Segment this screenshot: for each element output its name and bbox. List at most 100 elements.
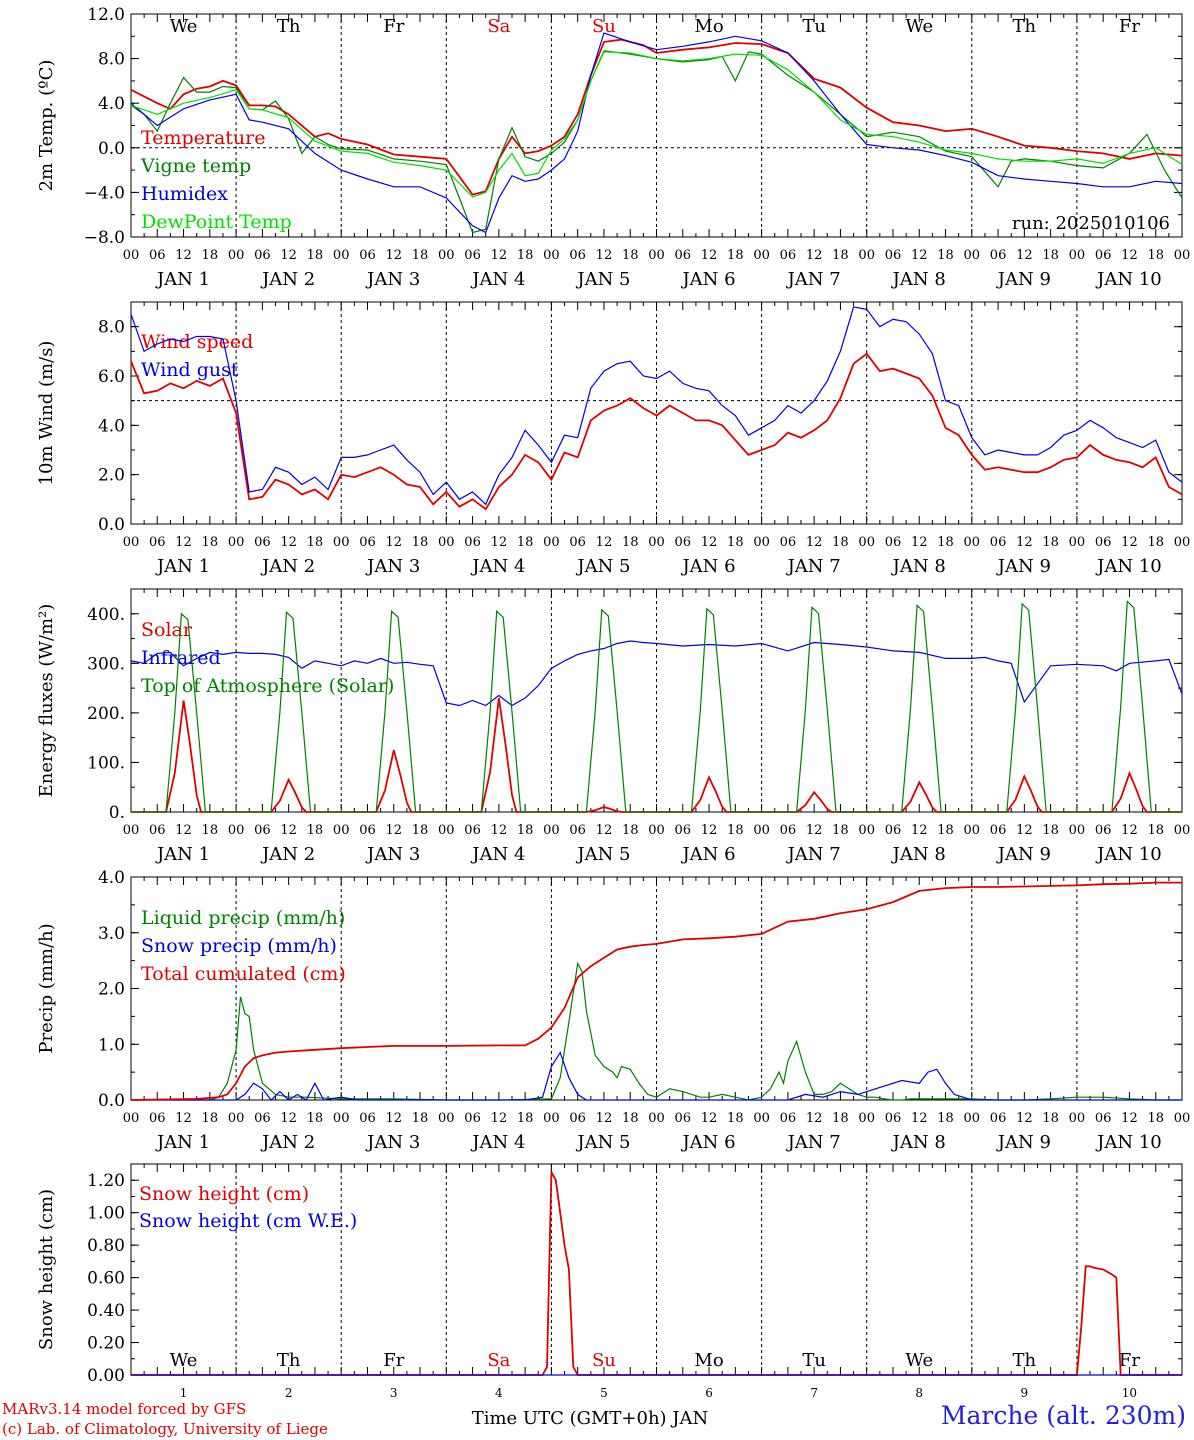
series-dewpoint-temp <box>130 51 1183 198</box>
day-label: We <box>905 16 933 37</box>
hour-tick-label: 06 <box>464 823 481 838</box>
y-tick-label: 0.20 <box>87 1334 125 1354</box>
series-infrared <box>130 640 1183 707</box>
hour-tick-label: 12 <box>911 248 928 263</box>
legend-temperature: Temperature <box>141 127 265 149</box>
hour-tick-label: 18 <box>622 535 639 550</box>
y-tick-label: 0.80 <box>87 1236 125 1256</box>
y-tick-label: 0.0 <box>98 1091 125 1111</box>
hour-tick-label: 00 <box>1069 248 1086 263</box>
date-label: JAN 4 <box>470 844 525 865</box>
hour-tick-label: 06 <box>675 1111 692 1126</box>
legend-snow-precip-mm-h: Snow precip (mm/h) <box>141 935 337 957</box>
hour-tick-label: 12 <box>806 535 823 550</box>
hour-tick-label: 18 <box>1147 1111 1164 1126</box>
hour-tick-label: 06 <box>254 823 271 838</box>
hour-tick-label: 12 <box>175 248 192 263</box>
hour-tick-label: 06 <box>1095 1111 1112 1126</box>
date-label: JAN 4 <box>470 1132 525 1153</box>
hour-tick-label: 00 <box>228 823 245 838</box>
day-number-label: 7 <box>810 1386 818 1400</box>
hour-tick-label: 00 <box>438 823 455 838</box>
hour-tick-label: 00 <box>228 535 245 550</box>
hour-tick-label: 18 <box>937 1111 954 1126</box>
hour-tick-label: 18 <box>1042 1111 1059 1126</box>
series-wind-gust <box>130 306 1183 506</box>
date-label: JAN 10 <box>1095 556 1162 577</box>
legend-infrared: Infrared <box>141 647 221 669</box>
hour-tick-label: 18 <box>412 248 429 263</box>
hour-tick-label: 06 <box>569 535 586 550</box>
hour-tick-label: 06 <box>1095 248 1112 263</box>
hour-tick-label: 18 <box>832 248 849 263</box>
date-label: JAN 1 <box>155 269 210 290</box>
date-label: JAN 5 <box>575 1132 630 1153</box>
hour-tick-label: 12 <box>806 248 823 263</box>
day-label: Mo <box>694 1350 723 1371</box>
hour-tick-label: 12 <box>1121 248 1138 263</box>
day-label: Sa <box>487 16 510 37</box>
series-total-cumulated-cm <box>130 881 1182 1101</box>
hour-tick-label: 06 <box>149 535 166 550</box>
hour-tick-label: 12 <box>701 1111 718 1126</box>
hour-tick-label: 00 <box>333 1111 350 1126</box>
series-top-of-atmosphere-solar <box>131 600 1182 813</box>
hour-tick-label: 00 <box>438 535 455 550</box>
hour-tick-label: 00 <box>648 535 665 550</box>
panel-5: 1.20 1.00 0.80 0.60 0.40 0.20 0.00 Snow height … <box>36 1163 1183 1429</box>
hour-tick-label: 06 <box>464 1111 481 1126</box>
hour-tick-label: 12 <box>280 248 297 263</box>
model-credit: MARv3.14 model forced by GFS <box>2 1400 247 1418</box>
hour-tick-label: 00 <box>753 535 770 550</box>
hour-tick-label: 12 <box>385 535 402 550</box>
hour-tick-label: 12 <box>280 823 297 838</box>
y-tick-label: 6.0 <box>98 367 125 387</box>
hour-tick-label: 00 <box>123 535 140 550</box>
day-number-label: 1 <box>180 1386 188 1400</box>
plot-frame <box>130 13 1183 238</box>
hour-tick-label: 18 <box>1147 823 1164 838</box>
date-label: JAN 6 <box>680 269 735 290</box>
series-liquid-precip-mm-h <box>131 961 1182 1101</box>
y-tick-label: 0.0 <box>98 515 125 535</box>
hour-tick-label: 18 <box>517 248 534 263</box>
y-tick-label: 2.0 <box>98 980 125 1000</box>
hour-tick-label: 00 <box>543 1111 560 1126</box>
hour-tick-label: 00 <box>333 823 350 838</box>
date-label: JAN 10 <box>1095 844 1162 865</box>
hour-tick-label: 06 <box>254 535 271 550</box>
hour-tick-label: 18 <box>1042 535 1059 550</box>
hour-tick-label: 00 <box>543 248 560 263</box>
date-label: JAN 10 <box>1095 1132 1162 1153</box>
y-tick-label: 2.0 <box>98 466 125 486</box>
series-wind-speed <box>130 352 1183 511</box>
station-title: Marche (alt. 230m) <box>940 1401 1186 1430</box>
hour-tick-label: 06 <box>675 248 692 263</box>
date-label: JAN 9 <box>996 556 1051 577</box>
hour-tick-label: 06 <box>149 823 166 838</box>
hour-tick-label: 18 <box>307 535 324 550</box>
date-label: JAN 9 <box>996 844 1051 865</box>
hour-tick-label: 12 <box>911 823 928 838</box>
date-label: JAN 3 <box>365 1132 420 1153</box>
y-axis-label: 2m Temp. (ºC) <box>36 60 57 192</box>
hour-tick-label: 18 <box>1147 535 1164 550</box>
y-axis-label: Precip (mm/h) <box>36 923 57 1053</box>
y-tick-label: −4.0 <box>84 183 125 203</box>
date-label: JAN 2 <box>260 1132 315 1153</box>
day-label: Tu <box>802 16 826 37</box>
hour-tick-label: 06 <box>885 535 902 550</box>
day-number-label: 4 <box>495 1386 503 1400</box>
date-label: JAN 1 <box>155 556 210 577</box>
panel-2: 8.0 6.0 4.0 2.0 0.0 10m Wind (m/s) 00 06 12 18 00 0… <box>36 301 1190 577</box>
day-number-label: 9 <box>1021 1386 1029 1400</box>
panel-3: 400. 300. 200. 100. 0. Energy fluxes (W/m²) 00… <box>36 588 1190 865</box>
legend-top-of-atmosphere-solar: Top of Atmosphere (Solar) <box>141 675 394 697</box>
legend-snow-height-cm-w-e: Snow height (cm W.E.) <box>139 1210 357 1232</box>
date-label: JAN 3 <box>365 844 420 865</box>
day-label: Th <box>277 1350 301 1371</box>
hour-tick-label: 18 <box>727 535 744 550</box>
hour-tick-label: 00 <box>753 248 770 263</box>
hour-tick-label: 00 <box>123 248 140 263</box>
hour-tick-label: 12 <box>385 1111 402 1126</box>
